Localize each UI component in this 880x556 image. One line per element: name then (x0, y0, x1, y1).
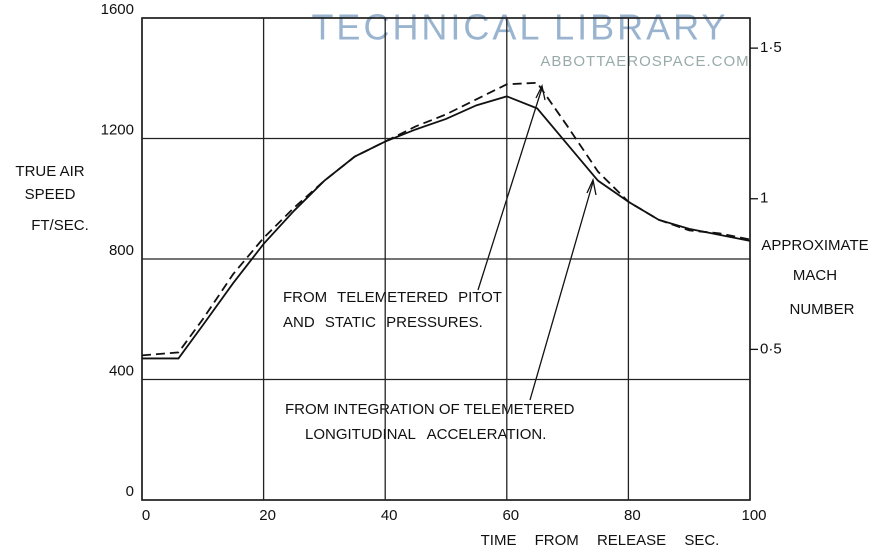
data-line (141, 81, 751, 357)
annotation: AND STATIC PRESSURES. (283, 314, 483, 331)
arrow-head (535, 84, 546, 101)
y-tick-label: 400 (109, 362, 134, 379)
x-tick-label: 0 (142, 507, 150, 524)
annotation-arrow (477, 87, 543, 291)
y2-tick-label: 1 (760, 190, 768, 207)
y-axis-label: FT/SEC. (31, 217, 89, 234)
y-axis-label: SPEED (25, 186, 76, 203)
x-tick-label: 40 (381, 507, 398, 524)
x-tick-label: 80 (624, 507, 641, 524)
y-tick-label: 800 (109, 242, 134, 259)
y2-tick-label: 0·5 (760, 340, 782, 357)
x-tick-label: 20 (259, 507, 276, 524)
y-tick-label: 1200 (101, 121, 134, 138)
x-axis-label: TIME FROM RELEASE SEC. (481, 532, 720, 549)
annotation: FROM INTEGRATION OF TELEMETERED (285, 401, 575, 418)
y2-axis-label: NUMBER (789, 301, 854, 318)
annotation: LONGITUDINAL ACCELERATION. (305, 426, 546, 443)
y-tick-label: 1600 (101, 1, 134, 18)
y-axis-label: TRUE AIR (15, 163, 84, 180)
annotation: FROM TELEMETERED PITOT (283, 289, 502, 306)
x-tick-label: 60 (502, 507, 519, 524)
y2-axis-label: APPROXIMATE (761, 237, 868, 254)
annotation-arrow (529, 181, 594, 401)
watermark: TECHNICAL LIBRARY (311, 7, 728, 48)
watermark: ABBOTTAEROSPACE.COM (540, 53, 749, 70)
x-tick-label: 100 (741, 507, 766, 524)
y2-tick-label: 1·5 (760, 39, 782, 56)
y2-axis-label: MACH (793, 267, 837, 284)
arrow-head (586, 177, 597, 196)
y-tick-label: 0 (126, 483, 134, 500)
